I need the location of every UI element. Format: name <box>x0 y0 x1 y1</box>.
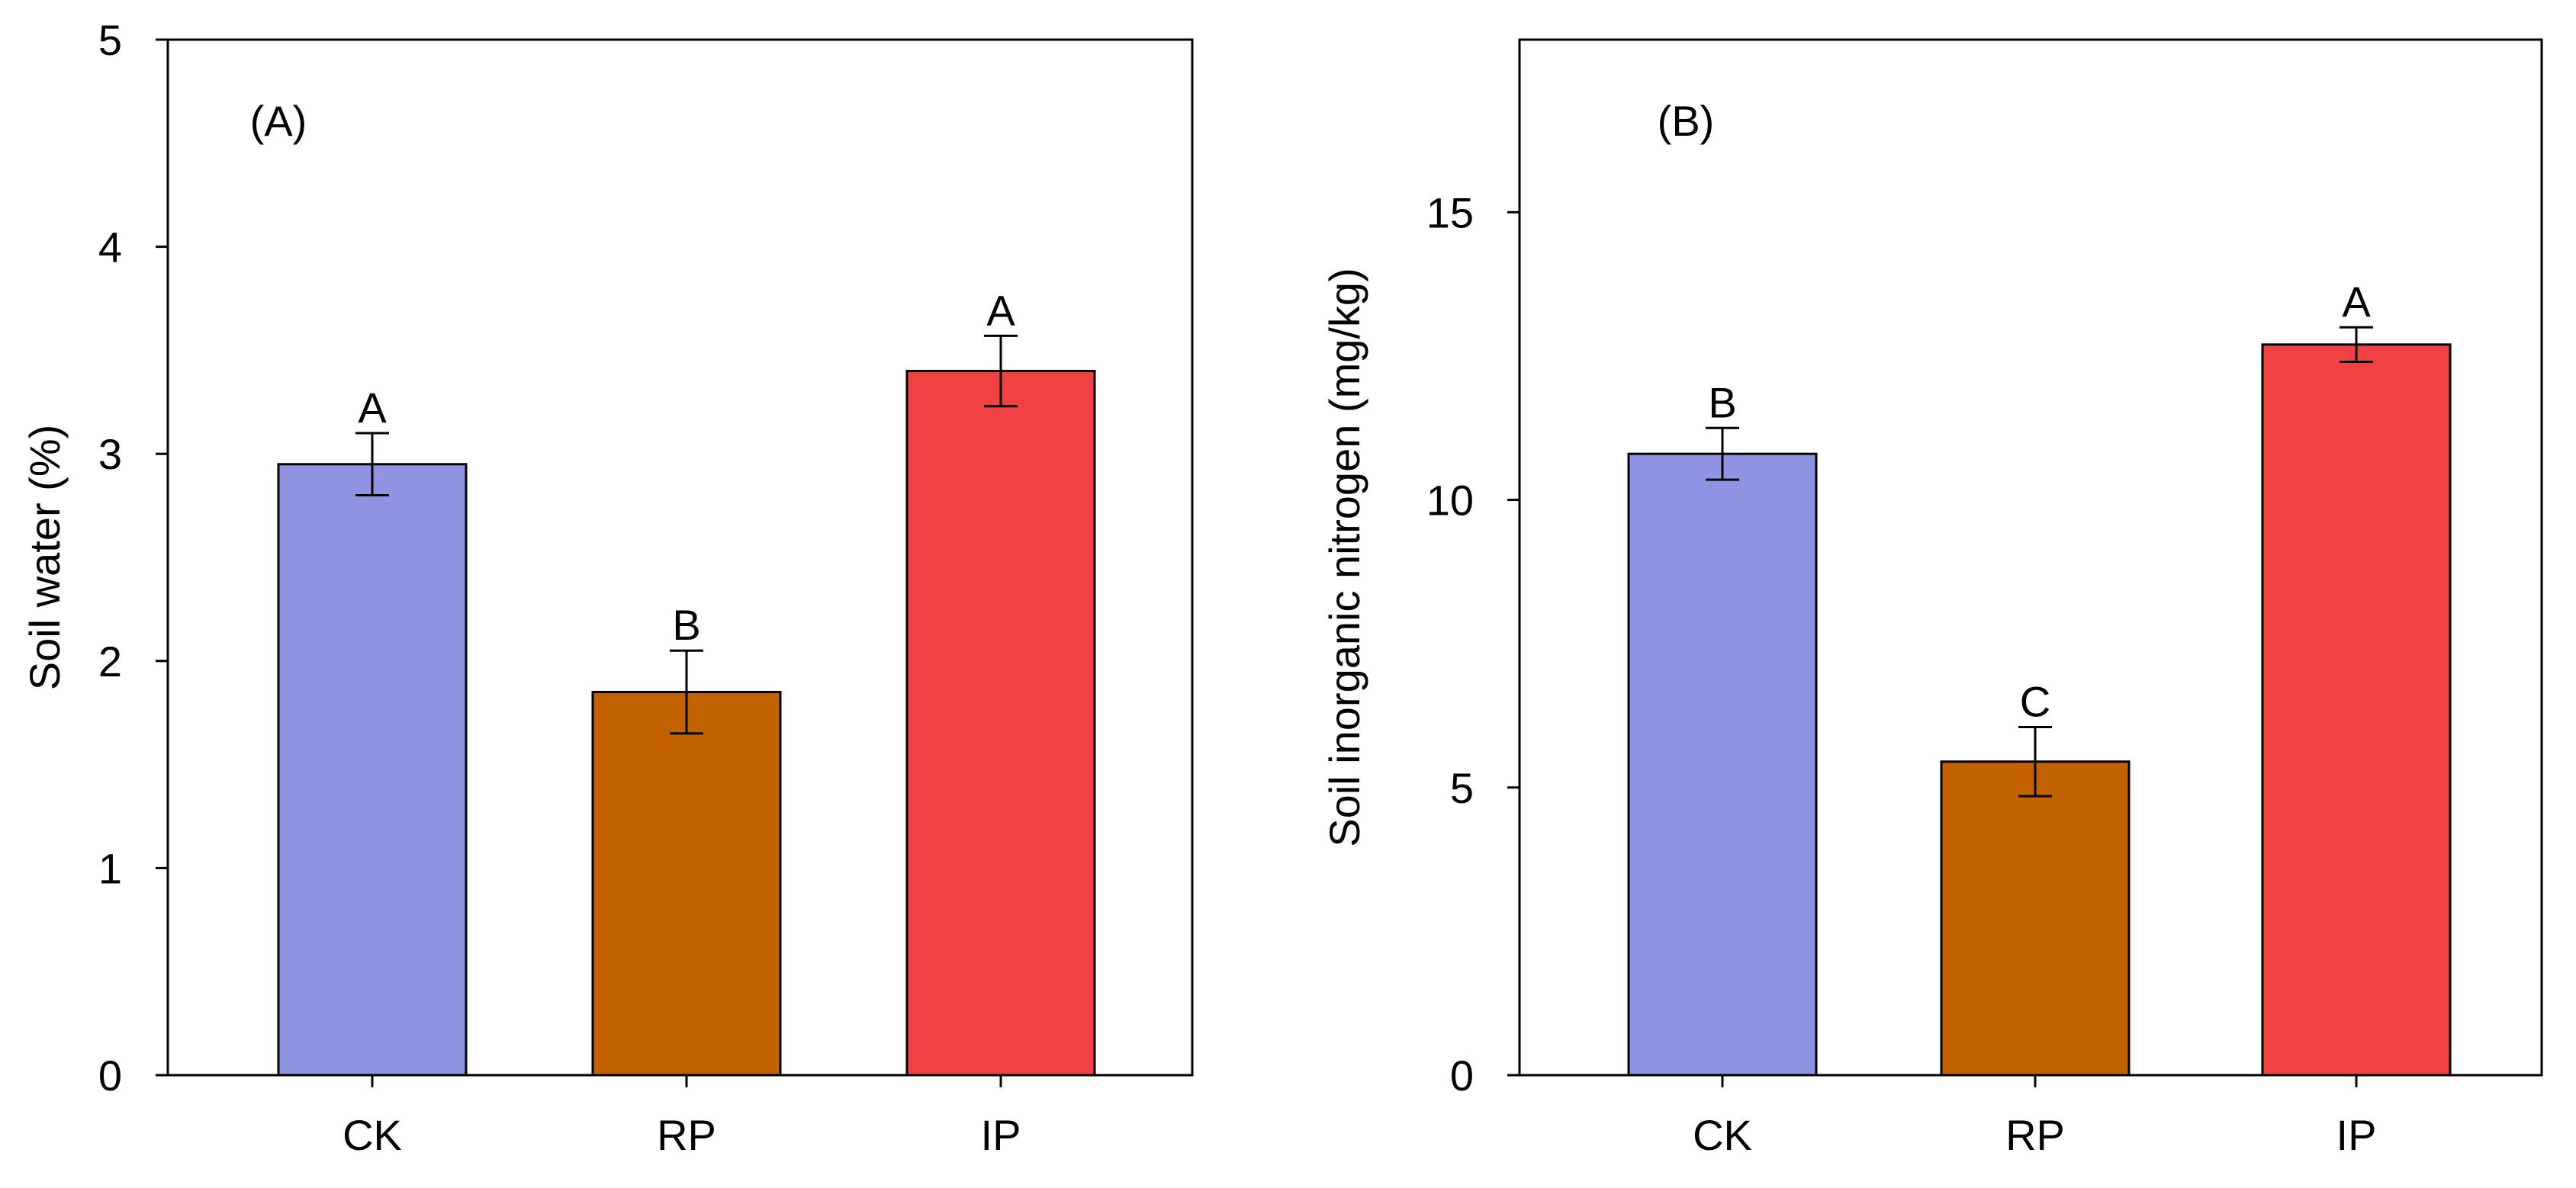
bar-ck <box>277 463 468 1077</box>
y-tick-label: 2 <box>98 637 122 686</box>
y-axis-title: Soil inorganic nitrogen (mg/kg) <box>1320 268 1368 846</box>
significance-letter: A <box>986 286 1015 334</box>
y-axis-title: Soil water (%) <box>21 425 69 691</box>
y-tick-label: 1 <box>98 844 122 892</box>
panel-b: B CK C RP A IP 0 5 10 15 (B) Soil inorganic nitroge… <box>1320 38 2543 1159</box>
panel-a: A CK B RP A IP 0 1 2 3 4 5 (A) Soil water (%) <box>21 16 1194 1159</box>
error-bar-rp <box>2018 726 2052 798</box>
significance-letter: A <box>2342 278 2371 326</box>
x-tick-label: RP <box>2005 1111 2065 1159</box>
y-tick-label: 4 <box>98 223 122 271</box>
x-tick-label: CK <box>1693 1111 1752 1159</box>
error-bar-ck <box>355 432 389 497</box>
significance-letter: B <box>1708 378 1736 426</box>
plot-frame <box>1518 38 2543 1077</box>
bar-ip <box>905 370 1096 1077</box>
y-tick-label: 0 <box>98 1052 122 1100</box>
significance-letter: A <box>358 384 387 432</box>
x-tick-label: CK <box>343 1111 402 1159</box>
significance-letter: B <box>672 601 700 649</box>
bar-rp <box>1940 760 2131 1077</box>
x-tick-label: IP <box>981 1111 1021 1159</box>
panel-label: (B) <box>1658 97 1715 145</box>
bar-ck <box>1627 452 1818 1077</box>
panel-label: (A) <box>250 97 307 145</box>
error-bar-rp <box>670 649 703 735</box>
error-bar-ck <box>1706 426 1739 481</box>
x-tick-label: RP <box>657 1111 716 1159</box>
significance-letter: C <box>2020 678 2050 726</box>
x-tick-label: IP <box>2336 1111 2377 1159</box>
y-tick-label: 15 <box>1426 188 1474 236</box>
plot-frame <box>166 38 1194 1077</box>
error-bar-ip <box>984 334 1018 408</box>
y-tick-label: 10 <box>1426 477 1474 525</box>
y-tick-label: 5 <box>98 16 122 64</box>
bar-ip <box>2261 343 2452 1077</box>
y-tick-label: 3 <box>98 430 122 478</box>
y-tick-label: 5 <box>1450 764 1474 812</box>
bar-rp <box>591 691 782 1077</box>
y-tick-label: 0 <box>1450 1052 1474 1100</box>
error-bar-ip <box>2340 326 2373 363</box>
